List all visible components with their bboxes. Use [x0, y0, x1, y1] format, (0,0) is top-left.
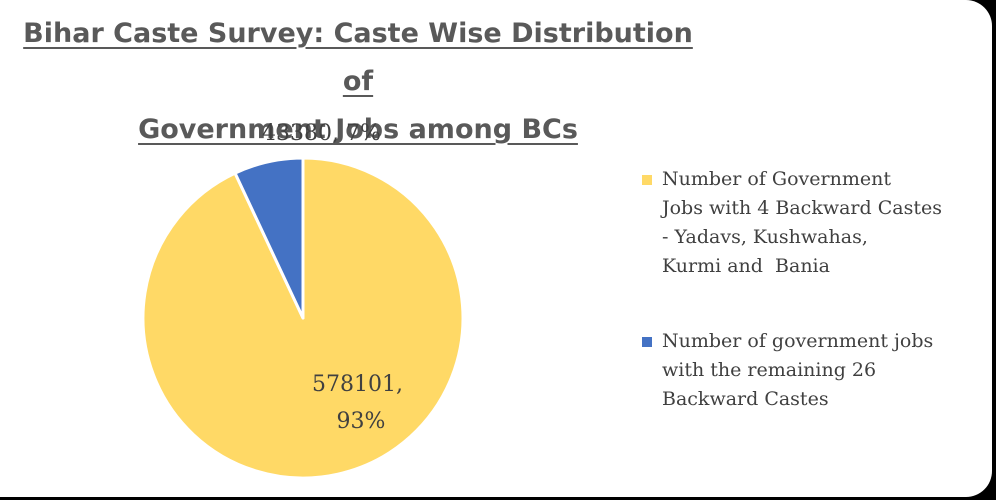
legend-swatch-slice-1	[642, 175, 652, 185]
chart-title-line-1: Bihar Caste Survey: Caste Wise Distribut…	[23, 18, 693, 97]
chart-legend: Number of Government Jobs with 4 Backwar…	[640, 165, 985, 414]
pie-slices	[141, 156, 465, 480]
legend-swatch-slice-2	[642, 337, 652, 347]
legend-label-line: Number of Government	[662, 168, 891, 190]
legend-label-line: Jobs with 4 Backward Castes	[662, 197, 942, 219]
data-label-slice-2: 43380, 7%	[262, 121, 381, 146]
legend-label-line: with the remaining 26	[662, 359, 877, 381]
legend-item-slice-1: Number of Government Jobs with 4 Backwar…	[640, 165, 985, 281]
chart-title: Bihar Caste Survey: Caste Wise Distribut…	[8, 10, 708, 154]
legend-item-slice-2: Number of government jobs with the remai…	[640, 327, 985, 414]
legend-label-line: - Yadavs, Kushwahas,	[662, 226, 868, 248]
legend-label-line: Backward Castes	[662, 388, 829, 410]
legend-label-line: Kurmi and Bania	[662, 255, 830, 277]
pie-slice-2	[233, 156, 305, 320]
legend-label-line: Number of government jobs	[662, 330, 934, 352]
chart-title-line-2: Government Jobs among BCs	[138, 114, 578, 145]
data-label-slice-1: 578101, 93%	[312, 372, 410, 434]
